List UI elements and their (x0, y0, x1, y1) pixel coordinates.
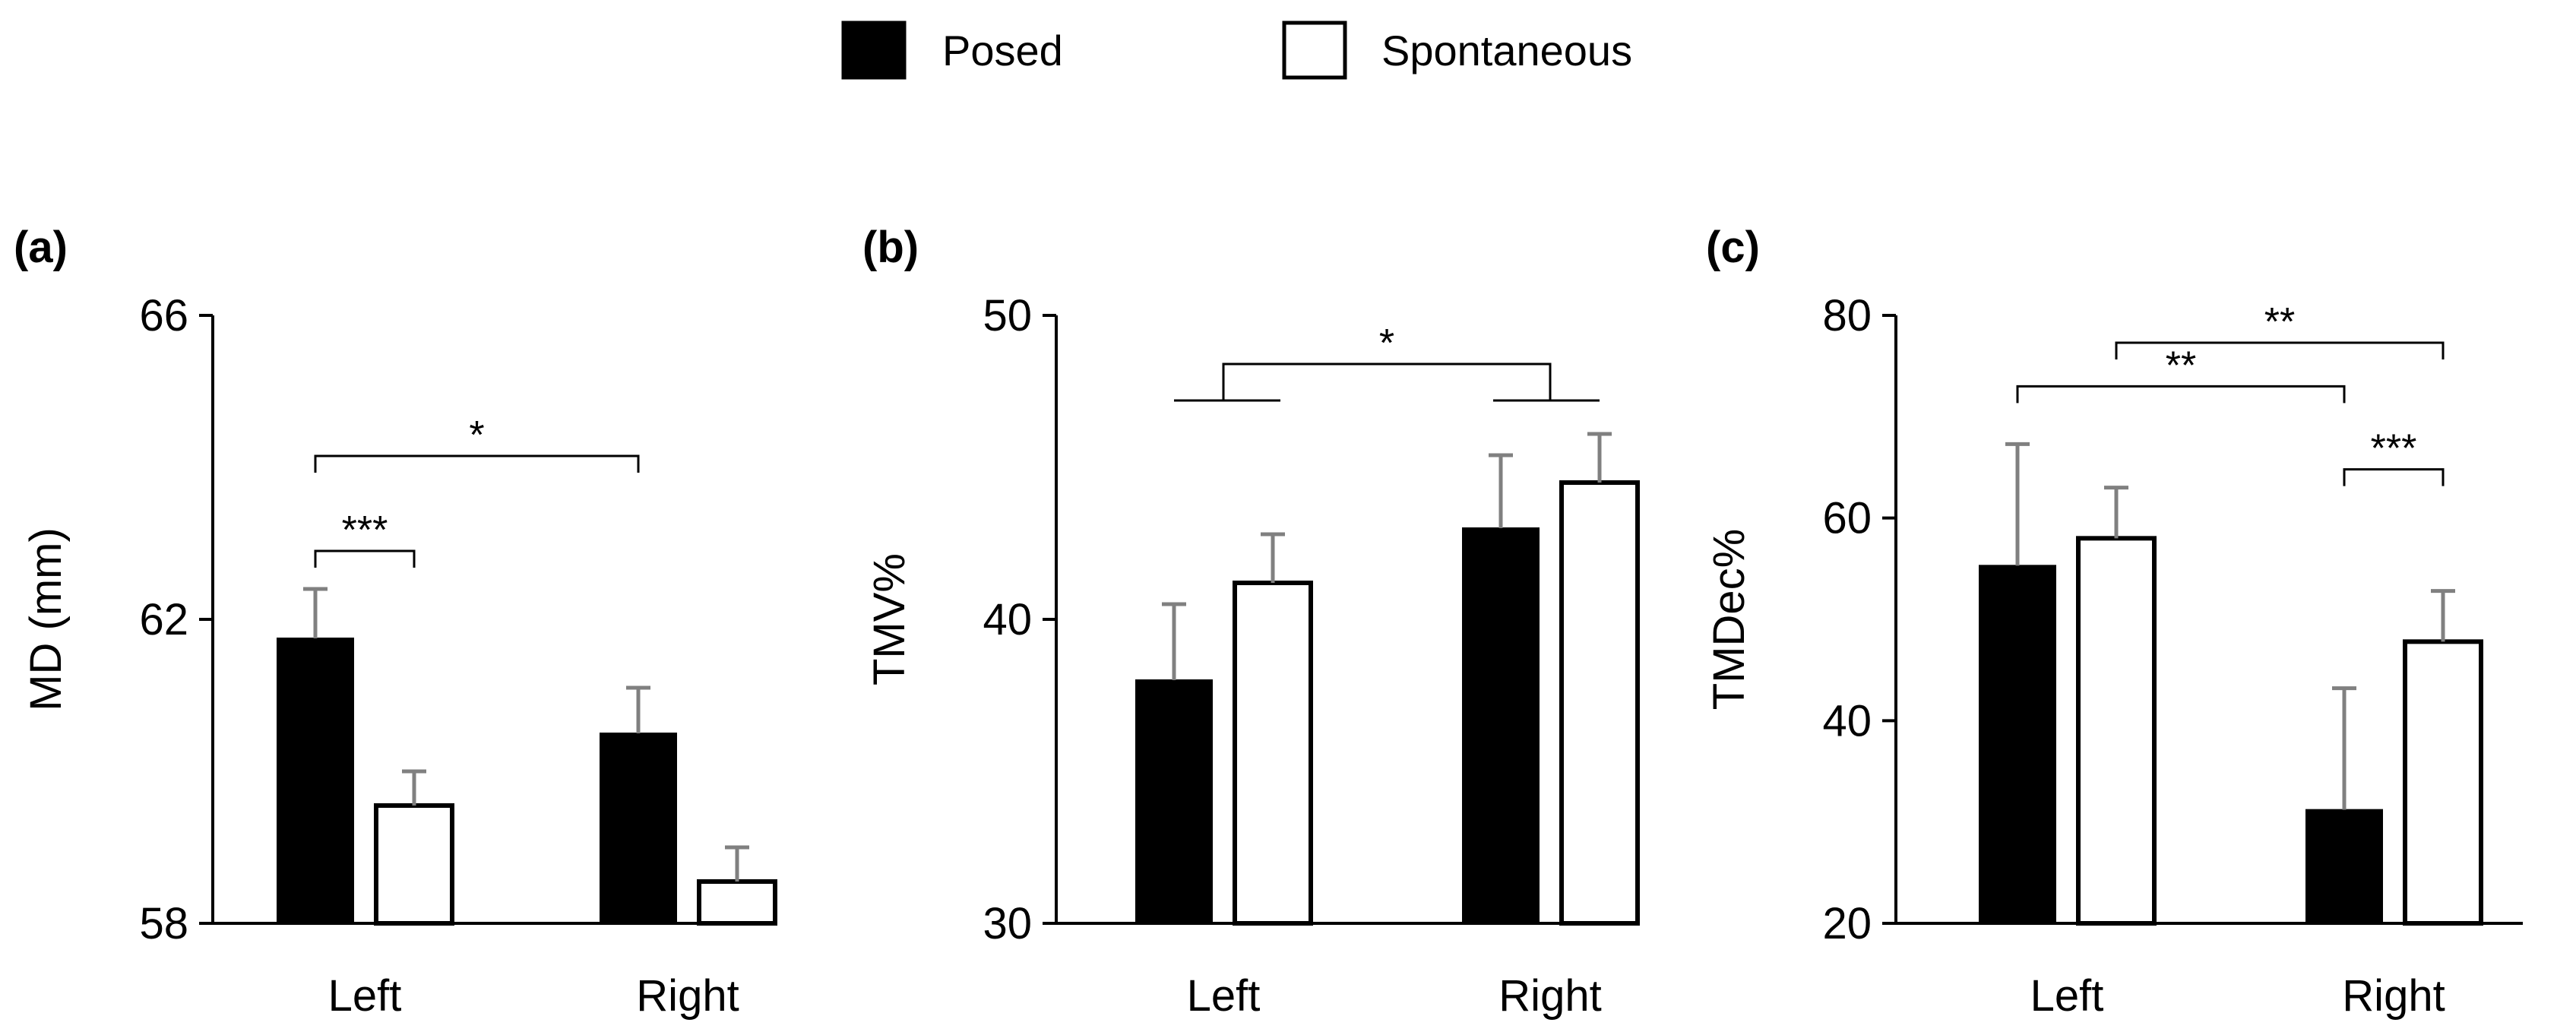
x-tick-label: Left (2030, 971, 2104, 1021)
y-tick-label: 40 (1822, 696, 1872, 746)
legend-label-spontaneous: Spontaneous (1381, 27, 1632, 74)
bar-spontaneous-left (374, 803, 454, 926)
bar-posed-right (2305, 809, 2383, 924)
bar-posed-left (277, 638, 354, 924)
x-tick-label: Right (1498, 971, 1601, 1021)
legend-label-posed: Posed (942, 27, 1063, 74)
significance-label: *** (342, 508, 388, 552)
bar-posed-left (1979, 565, 2056, 924)
bar-spontaneous-right (1559, 480, 1640, 926)
y-tick-label: 30 (983, 899, 1032, 948)
x-tick-label: Right (2342, 971, 2445, 1021)
x-tick-label: Left (328, 971, 402, 1021)
significance-bracket (2343, 468, 2445, 486)
y-tick-label: 58 (139, 899, 188, 948)
y-tick-label: 20 (1822, 899, 1872, 948)
x-tick-label: Left (1187, 971, 1261, 1021)
y-tick-label: 62 (139, 595, 188, 644)
y-tick-label: 40 (983, 595, 1032, 644)
y-axis-title: TMDec% (1704, 529, 1754, 710)
significance-bracket (2115, 341, 2445, 359)
y-tick-label: 50 (983, 291, 1032, 340)
bar-posed-right (600, 733, 677, 924)
significance-bracket (2016, 385, 2346, 404)
panel-b: (b) TMV% 30 40 50 Left Right * (862, 223, 1640, 1021)
significance-bracket (314, 454, 640, 473)
panel-label: (a) (14, 223, 68, 272)
bar-spontaneous-right (697, 879, 777, 926)
legend-swatch-posed (841, 21, 907, 80)
x-tick-label: Right (636, 971, 739, 1021)
legend-item-spontaneous: Spontaneous (1282, 21, 1632, 80)
significance-label: ** (2264, 300, 2295, 344)
bar-spontaneous-left (1233, 581, 1313, 926)
legend: Posed Spontaneous (841, 21, 1632, 80)
significance-label: ** (2166, 343, 2196, 388)
bar-spontaneous-left (2076, 536, 2157, 926)
y-tick-label: 80 (1822, 291, 1872, 340)
y-tick-label: 60 (1822, 494, 1872, 543)
significance-label: * (1379, 321, 1394, 366)
legend-swatch-spontaneous (1282, 21, 1347, 80)
y-axis-title: TMV% (865, 553, 914, 685)
y-axis-title: MD (mm) (21, 527, 71, 711)
bar-posed-right (1462, 527, 1540, 924)
legend-item-posed: Posed (841, 21, 1063, 80)
bar-spontaneous-right (2403, 639, 2483, 926)
panel-label: (c) (1706, 223, 1760, 272)
panel-label: (b) (862, 223, 919, 272)
significance-bracket (314, 549, 416, 568)
significance-bracket (1222, 362, 1552, 400)
y-tick-label: 66 (139, 291, 188, 340)
significance-label: *** (2371, 427, 2417, 471)
significance-label: * (469, 413, 484, 457)
bar-posed-left (1135, 679, 1213, 924)
